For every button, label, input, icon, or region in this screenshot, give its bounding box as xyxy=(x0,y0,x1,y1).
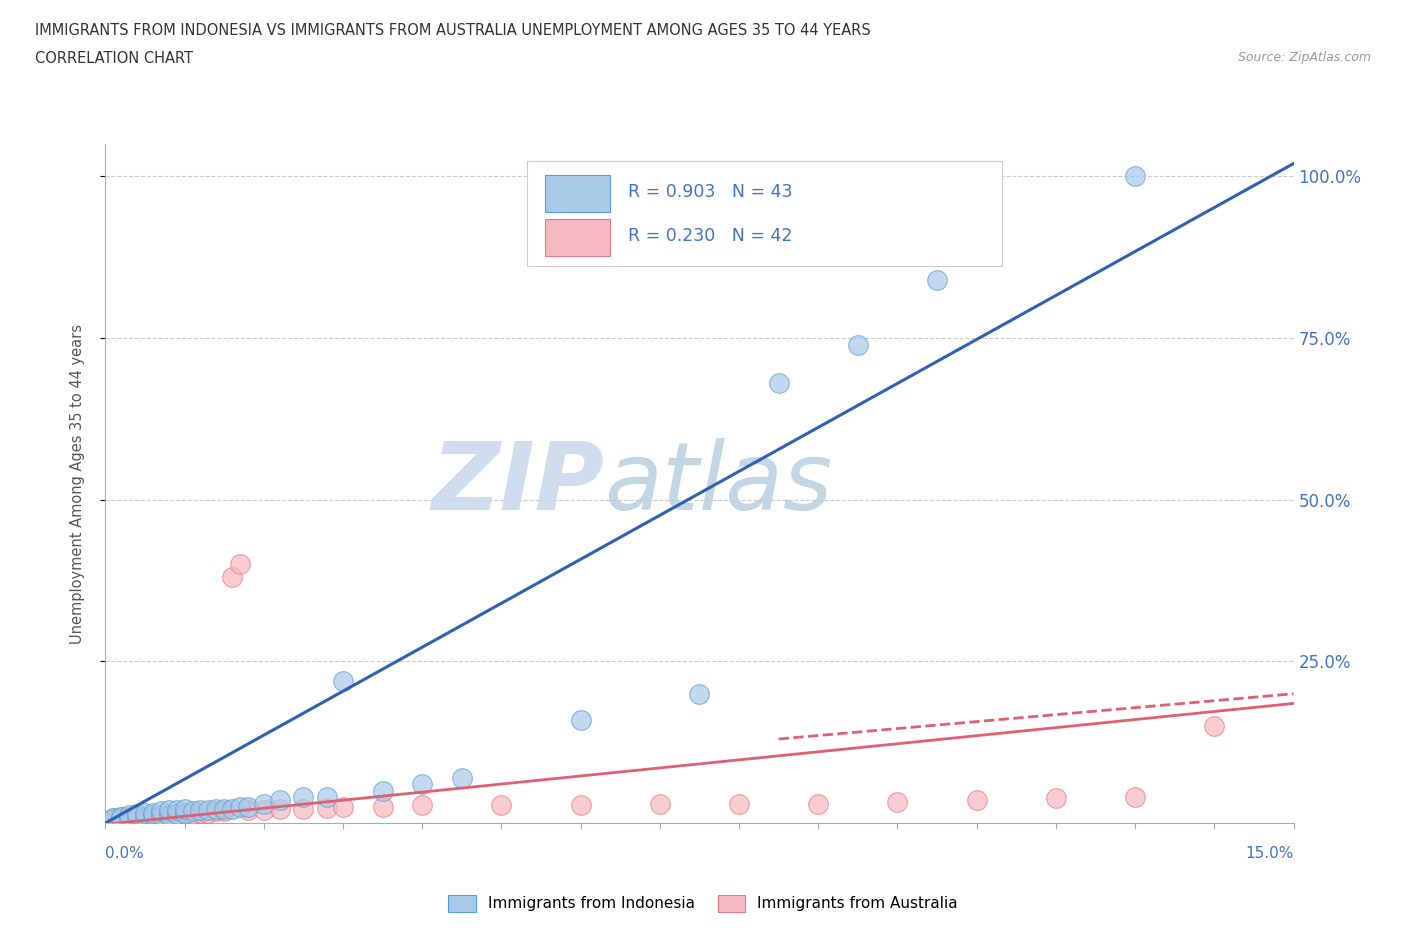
Point xyxy=(569,712,592,727)
Point xyxy=(103,813,125,828)
Point xyxy=(197,805,219,820)
FancyBboxPatch shape xyxy=(546,219,610,256)
Point xyxy=(134,810,156,825)
Text: R = 0.230   N = 42: R = 0.230 N = 42 xyxy=(628,227,793,245)
Point xyxy=(181,804,204,818)
Point xyxy=(118,808,141,823)
Point xyxy=(371,800,394,815)
FancyBboxPatch shape xyxy=(546,175,610,212)
Point xyxy=(1123,169,1146,184)
Point xyxy=(411,777,433,791)
Text: IMMIGRANTS FROM INDONESIA VS IMMIGRANTS FROM AUSTRALIA UNEMPLOYMENT AMONG AGES 3: IMMIGRANTS FROM INDONESIA VS IMMIGRANTS … xyxy=(35,23,870,38)
Text: 0.0%: 0.0% xyxy=(105,846,145,861)
Point xyxy=(316,790,339,804)
Point xyxy=(103,810,125,825)
Text: CORRELATION CHART: CORRELATION CHART xyxy=(35,51,193,66)
Point xyxy=(173,806,195,821)
Point xyxy=(411,798,433,813)
Point xyxy=(94,816,117,830)
Point xyxy=(149,808,172,823)
Point xyxy=(118,810,141,825)
Point xyxy=(253,803,276,817)
Point xyxy=(1123,790,1146,804)
Point xyxy=(768,376,790,391)
Point xyxy=(236,800,259,815)
Point xyxy=(142,805,165,820)
Point xyxy=(292,802,315,817)
Point xyxy=(332,800,354,815)
Point xyxy=(110,812,132,827)
Point xyxy=(127,810,149,825)
Point xyxy=(1204,719,1226,734)
Point xyxy=(134,806,156,821)
Point xyxy=(846,338,869,352)
Point xyxy=(142,809,165,824)
Point xyxy=(925,272,948,287)
Point xyxy=(103,813,125,828)
Point xyxy=(205,802,228,817)
Point xyxy=(142,808,165,823)
Point xyxy=(966,793,988,808)
Point xyxy=(648,796,671,811)
Point xyxy=(127,806,149,821)
Point xyxy=(149,808,172,823)
Point xyxy=(886,795,908,810)
Point xyxy=(728,796,751,811)
Y-axis label: Unemployment Among Ages 35 to 44 years: Unemployment Among Ages 35 to 44 years xyxy=(70,324,84,644)
Point xyxy=(166,806,188,821)
Point xyxy=(103,810,125,825)
Point xyxy=(181,806,204,821)
Text: Source: ZipAtlas.com: Source: ZipAtlas.com xyxy=(1237,51,1371,64)
Point xyxy=(214,802,236,817)
Point xyxy=(142,808,165,823)
Point xyxy=(332,673,354,688)
Point xyxy=(157,803,180,817)
Point xyxy=(229,800,252,815)
Point xyxy=(269,793,291,808)
Point xyxy=(569,798,592,813)
Point xyxy=(157,808,180,823)
Point xyxy=(127,809,149,824)
Point xyxy=(190,805,212,820)
Point xyxy=(118,809,141,824)
Point xyxy=(221,802,243,817)
Point xyxy=(229,557,252,572)
Point xyxy=(110,809,132,824)
Point xyxy=(236,803,259,817)
Point xyxy=(149,804,172,818)
Point xyxy=(807,796,830,811)
FancyBboxPatch shape xyxy=(527,161,1002,266)
Point xyxy=(689,686,711,701)
Point xyxy=(173,802,195,817)
Point xyxy=(316,800,339,815)
Text: atlas: atlas xyxy=(605,438,832,529)
Point xyxy=(371,783,394,798)
Point xyxy=(253,796,276,811)
Point xyxy=(134,809,156,824)
Point xyxy=(1045,791,1067,806)
Point xyxy=(118,810,141,825)
Point xyxy=(94,816,117,830)
Point xyxy=(491,798,513,813)
Point xyxy=(269,802,291,817)
Point xyxy=(190,803,212,817)
Text: R = 0.903   N = 43: R = 0.903 N = 43 xyxy=(628,182,793,201)
Point xyxy=(110,809,132,824)
Point xyxy=(127,810,149,825)
Point xyxy=(173,806,195,821)
Point xyxy=(157,807,180,822)
Point xyxy=(166,803,188,817)
Text: 15.0%: 15.0% xyxy=(1246,846,1294,861)
Point xyxy=(221,570,243,585)
Text: ZIP: ZIP xyxy=(432,438,605,529)
Point xyxy=(205,804,228,818)
Legend: Immigrants from Indonesia, Immigrants from Australia: Immigrants from Indonesia, Immigrants fr… xyxy=(441,889,965,918)
Point xyxy=(110,812,132,827)
Point xyxy=(214,804,236,818)
Point xyxy=(166,806,188,821)
Point xyxy=(197,803,219,817)
Point xyxy=(134,809,156,824)
Point xyxy=(292,790,315,804)
Point xyxy=(450,770,472,785)
